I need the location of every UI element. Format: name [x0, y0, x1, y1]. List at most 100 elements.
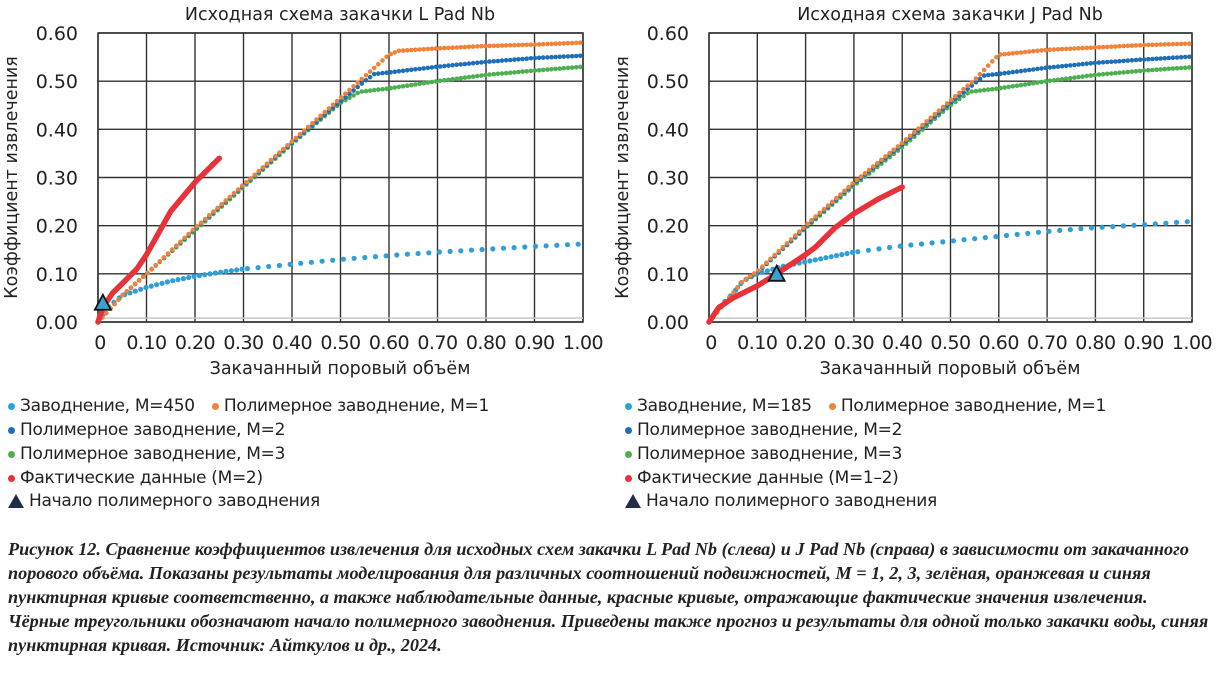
data-point	[388, 85, 394, 91]
data-point	[394, 252, 400, 258]
data-point	[994, 71, 999, 77]
data-point	[495, 71, 501, 77]
x-tick-label: 0.90	[1124, 332, 1164, 354]
data-point	[998, 52, 1003, 57]
legend-label: Полимерное заводнение, M=2	[637, 420, 903, 441]
data-point	[747, 273, 753, 279]
data-point	[376, 61, 381, 67]
data-point	[372, 254, 378, 260]
data-point	[409, 82, 414, 88]
data-point	[351, 84, 356, 89]
data-point	[351, 255, 357, 261]
data-point	[1035, 229, 1041, 235]
data-point	[1043, 47, 1048, 53]
data-point	[219, 201, 224, 207]
data-point	[1152, 221, 1158, 227]
series-actual	[95, 155, 223, 325]
data-point	[314, 117, 319, 122]
data-point	[1088, 61, 1094, 66]
data-point	[1154, 42, 1159, 47]
y-tick-label: 0.40	[647, 119, 689, 141]
x-tick-label: 0.30	[834, 332, 874, 354]
data-point	[1006, 84, 1011, 90]
data-point	[784, 241, 790, 246]
data-point	[239, 266, 245, 272]
data-point	[264, 161, 270, 166]
data-point	[191, 273, 197, 279]
data-point	[1084, 61, 1089, 66]
chart-left: 0 0.10 0.20 0.30 0.40 0.50 0.60 0.70 0.80 0.90 1.0…	[2, 5, 604, 379]
data-point	[554, 242, 560, 248]
data-point	[1158, 42, 1163, 47]
data-point	[1014, 83, 1020, 88]
data-point	[340, 256, 346, 262]
data-point	[969, 89, 975, 94]
y-tick-label: 0.40	[36, 119, 78, 141]
data-point	[1080, 45, 1085, 51]
data-point	[788, 237, 794, 242]
data-point	[507, 57, 513, 63]
data-point	[1057, 227, 1063, 233]
data-point	[132, 281, 138, 287]
data-point	[396, 84, 402, 90]
legend-item-m3: Полимерное заводнение, M=3	[625, 443, 902, 466]
legend-label: Фактические данные (M=1–2)	[637, 467, 899, 488]
data-point	[524, 42, 529, 48]
data-point	[828, 254, 834, 260]
data-point	[215, 205, 220, 211]
data-point	[823, 255, 829, 261]
data-point	[1063, 46, 1069, 52]
x-tick-label: 0.40	[272, 332, 312, 354]
data-point	[363, 88, 369, 94]
data-point	[143, 284, 149, 291]
data-point	[575, 241, 581, 247]
data-point	[490, 246, 496, 252]
data-point	[186, 231, 191, 237]
data-point	[1120, 223, 1126, 229]
data-point	[1063, 63, 1069, 69]
data-point	[454, 62, 460, 68]
data-point	[1055, 47, 1061, 52]
data-point	[849, 249, 856, 255]
data-point	[511, 245, 517, 251]
data-point	[235, 187, 241, 192]
data-point	[569, 53, 575, 59]
data-point	[343, 95, 348, 100]
data-point	[528, 56, 534, 61]
y-tick-label: 0.20	[36, 216, 78, 238]
data-point	[994, 54, 999, 60]
data-point	[1146, 56, 1151, 62]
data-point	[178, 239, 183, 245]
data-point	[1174, 65, 1180, 71]
data-point	[536, 67, 542, 73]
data-point	[929, 240, 935, 246]
data-point	[470, 74, 476, 79]
data-point	[1162, 42, 1167, 47]
data-point	[573, 65, 579, 70]
data-point	[1166, 66, 1172, 72]
data-point	[870, 164, 876, 169]
y-tick-label: 0.60	[647, 23, 689, 45]
data-point	[1129, 58, 1135, 63]
data-point	[528, 68, 534, 74]
data-point	[990, 59, 995, 64]
data-point	[483, 59, 488, 65]
data-point	[1178, 65, 1184, 71]
data-point	[1080, 74, 1085, 79]
data-point	[392, 69, 398, 75]
data-point	[223, 268, 229, 274]
triangle-icon	[8, 494, 24, 509]
data-point	[573, 40, 579, 46]
data-point	[1006, 70, 1011, 75]
data-point	[437, 78, 443, 84]
data-point	[981, 73, 987, 78]
data-point	[334, 98, 340, 104]
data-point	[1076, 74, 1081, 80]
data-point	[175, 277, 181, 283]
data-point	[977, 71, 983, 77]
data-point	[446, 45, 451, 51]
data-point	[520, 42, 525, 48]
data-point	[462, 61, 468, 67]
data-point	[413, 67, 418, 72]
data-point	[491, 71, 497, 77]
